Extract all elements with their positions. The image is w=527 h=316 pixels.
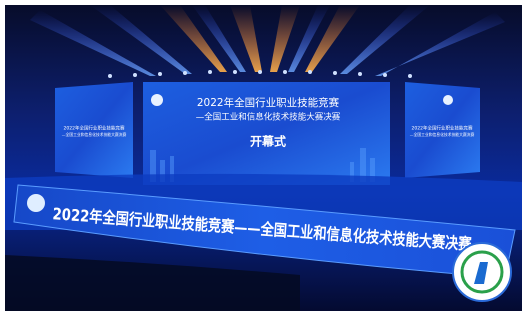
left-screen-subtitle: —全国工业和信息化技术技能大赛决赛 bbox=[62, 132, 127, 137]
main-screen-logo bbox=[151, 94, 163, 106]
main-screen-title: 2022年全国行业职业技能竞赛 bbox=[197, 96, 340, 109]
page: {"main_screen": {"title": "2022年全国行业职业技能… bbox=[0, 0, 527, 316]
main-screen-event: 开幕式 bbox=[250, 134, 286, 149]
left-screen-title: 2022年全国行业职业技能竞赛 bbox=[64, 125, 125, 132]
right-screen-logo bbox=[443, 95, 453, 105]
banner-logo bbox=[27, 194, 45, 212]
right-screen-title: 2022年全国行业职业技能竞赛 bbox=[412, 125, 473, 132]
main-screen-subtitle: —全国工业和信息化技术技能大赛决赛 bbox=[196, 112, 341, 123]
photo: 2022年全国行业职业技能竞赛 —全国工业和信息化技术技能大赛决赛 2022年全… bbox=[0, 0, 527, 316]
right-screen-subtitle: —全国工业和信息化技术技能大赛决赛 bbox=[410, 132, 475, 137]
